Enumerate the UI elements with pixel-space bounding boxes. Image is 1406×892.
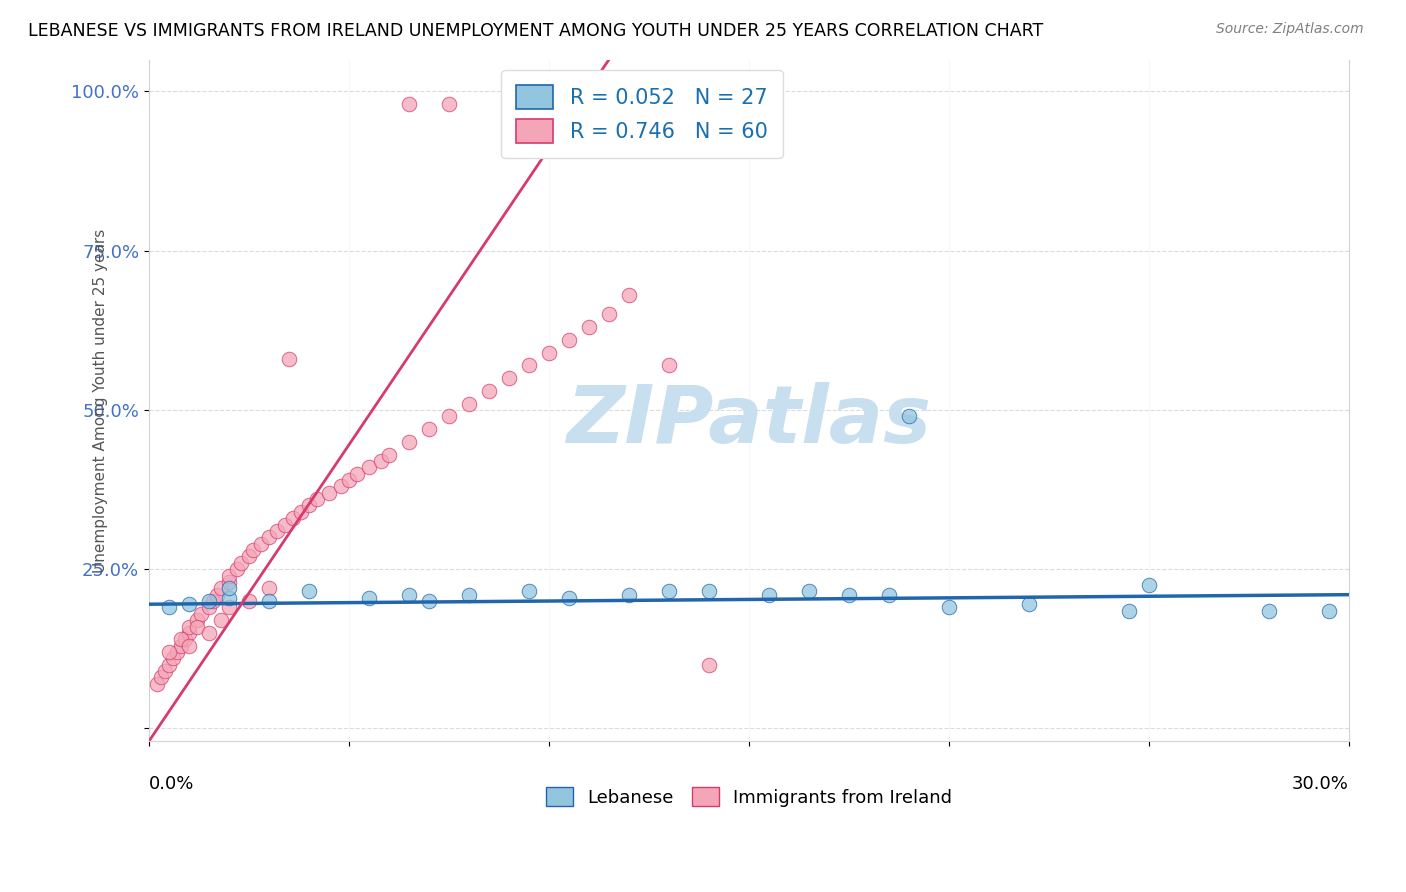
Point (1018, 597, 1040, 611)
Point (266, 524, 288, 538)
Point (398, 588, 420, 602)
Point (617, 588, 640, 602)
Point (290, 505, 312, 519)
Point (278, 351, 301, 366)
Text: 30.0%: 30.0% (1292, 775, 1348, 793)
Point (357, 460, 380, 475)
Point (938, 600, 960, 615)
Point (897, 409, 920, 424)
Point (558, 591, 581, 605)
Point (305, 492, 328, 507)
Point (537, 345, 560, 359)
Point (378, 448, 401, 462)
Point (177, 619, 200, 633)
Point (170, 632, 193, 647)
Point (218, 591, 240, 605)
Point (838, 588, 860, 602)
Point (478, 384, 501, 398)
Point (201, 594, 224, 608)
Point (697, 584, 720, 599)
Text: Source: ZipAtlas.com: Source: ZipAtlas.com (1216, 22, 1364, 37)
Point (398, 97, 420, 112)
Point (517, 359, 540, 373)
Point (257, 594, 280, 608)
Point (257, 530, 280, 544)
Point (218, 574, 240, 589)
Point (146, 677, 169, 691)
Point (281, 511, 304, 525)
Point (250, 537, 273, 551)
Point (218, 600, 240, 615)
Point (190, 607, 212, 621)
Point (458, 588, 481, 602)
Point (558, 333, 581, 347)
Point (298, 499, 321, 513)
Point (697, 657, 720, 672)
Point (797, 584, 820, 599)
Point (157, 645, 180, 659)
Point (198, 600, 221, 615)
Point (357, 591, 380, 605)
Point (398, 434, 420, 449)
Point (598, 307, 620, 321)
Point (298, 584, 321, 599)
Point (198, 594, 221, 608)
Point (238, 549, 260, 564)
Point (170, 639, 193, 653)
Point (198, 626, 221, 640)
Point (337, 473, 360, 487)
Point (1257, 604, 1279, 618)
Point (437, 97, 460, 112)
Point (149, 670, 172, 684)
Point (186, 613, 208, 627)
Point (318, 485, 340, 500)
Point (174, 632, 197, 647)
Point (877, 588, 900, 602)
Point (1317, 604, 1340, 618)
Point (517, 584, 540, 599)
Text: ZIPatlas: ZIPatlas (567, 382, 931, 460)
Point (166, 645, 188, 659)
Point (238, 594, 260, 608)
Point (209, 613, 232, 627)
Point (418, 594, 440, 608)
Point (658, 359, 681, 373)
Point (229, 556, 252, 570)
Point (1137, 578, 1160, 592)
Legend: Lebanese, Immigrants from Ireland: Lebanese, Immigrants from Ireland (538, 780, 959, 814)
Point (218, 582, 240, 596)
Point (205, 588, 228, 602)
Point (257, 582, 280, 596)
Point (157, 600, 180, 615)
Point (578, 320, 600, 334)
Point (370, 454, 392, 468)
Point (418, 422, 440, 436)
Text: Unemployment Among Youth under 25 years: Unemployment Among Youth under 25 years (93, 228, 108, 573)
Point (274, 517, 297, 532)
Point (437, 409, 460, 424)
Point (153, 664, 176, 678)
Point (177, 626, 200, 640)
Point (617, 288, 640, 302)
Point (758, 588, 780, 602)
Text: 0.0%: 0.0% (149, 775, 194, 793)
Point (209, 582, 232, 596)
Point (162, 651, 184, 665)
Point (177, 597, 200, 611)
Point (242, 543, 264, 558)
Point (346, 467, 368, 481)
Point (186, 619, 208, 633)
Point (226, 562, 249, 576)
Point (1118, 604, 1140, 618)
Point (498, 371, 520, 385)
Text: LEBANESE VS IMMIGRANTS FROM IRELAND UNEMPLOYMENT AMONG YOUTH UNDER 25 YEARS CORR: LEBANESE VS IMMIGRANTS FROM IRELAND UNEM… (28, 22, 1043, 40)
Point (329, 479, 352, 493)
Point (177, 639, 200, 653)
Point (458, 396, 481, 410)
Point (157, 657, 180, 672)
Point (218, 568, 240, 582)
Point (658, 584, 681, 599)
